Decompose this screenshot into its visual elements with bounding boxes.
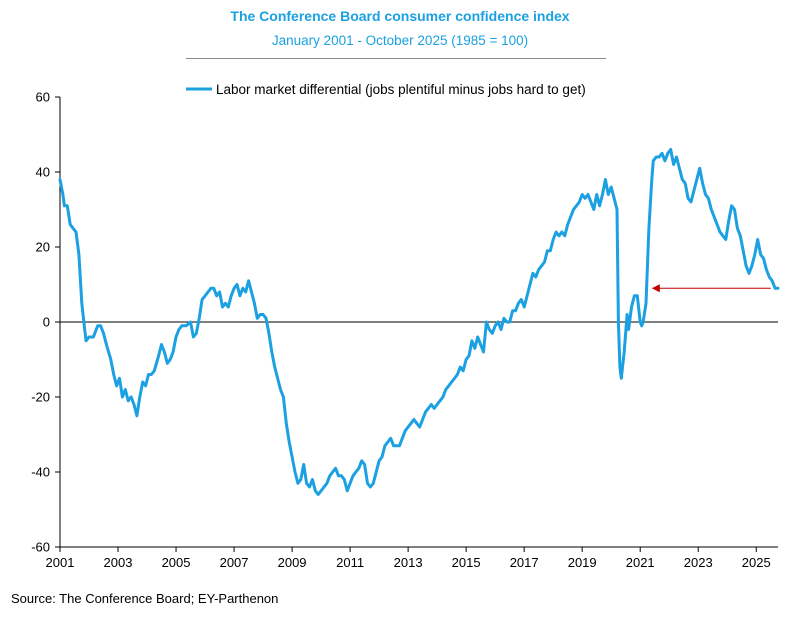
x-tick-label: 2015	[452, 555, 481, 570]
source-note: Source: The Conference Board; EY-Parthen…	[11, 591, 279, 606]
y-tick-label: -40	[31, 465, 50, 480]
annotation-arrow-head	[651, 284, 660, 293]
x-tick-label: 2007	[220, 555, 249, 570]
legend: Labor market differential (jobs plentifu…	[186, 82, 586, 97]
y-tick-label: -20	[31, 390, 50, 405]
x-tick-label: 2021	[626, 555, 655, 570]
y-tick-label: -60	[31, 540, 50, 555]
y-tick-label: 40	[36, 165, 50, 180]
x-tick-label: 2025	[742, 555, 771, 570]
x-tick-label: 2009	[278, 555, 307, 570]
x-tick-label: 2023	[684, 555, 713, 570]
x-tick-label: 2017	[510, 555, 539, 570]
x-tick-label: 2019	[568, 555, 597, 570]
y-tick-label: 20	[36, 240, 50, 255]
series-line	[58, 148, 780, 496]
title-divider	[186, 58, 606, 59]
x-tick-label: 2001	[46, 555, 75, 570]
x-tick-label: 2013	[394, 555, 423, 570]
x-tick-label: 2003	[104, 555, 133, 570]
x-tick-label: 2005	[162, 555, 191, 570]
y-tick-label: 60	[36, 90, 50, 105]
chart-title: The Conference Board consumer confidence…	[230, 8, 570, 24]
x-tick-label: 2011	[336, 555, 364, 570]
annotation-layer	[651, 284, 771, 293]
chart-subtitle: January 2001 - October 2025 (1985 = 100)	[271, 33, 529, 48]
series-layer	[58, 148, 780, 496]
axes: -60 -40 -20 0 20 40 60 2001 2003 2005 2007 2009 2011…	[31, 90, 778, 570]
y-tick-label: 0	[43, 315, 50, 330]
legend-label: Labor market differential (jobs plentifu…	[216, 82, 586, 97]
